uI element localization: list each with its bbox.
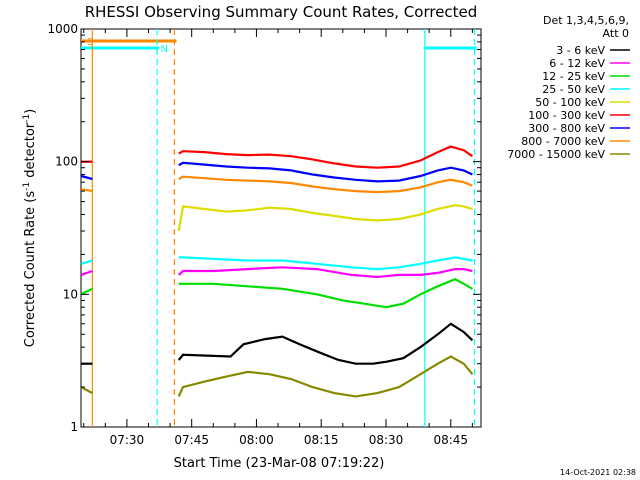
y-tick-label: 10	[63, 287, 78, 301]
series-line	[177, 204, 473, 232]
series-line	[178, 175, 473, 194]
legend-label: 100 - 300 keV	[528, 109, 605, 122]
series-line	[80, 259, 93, 265]
y-tick-label: 1000	[47, 22, 78, 36]
y-tick-label: 100	[55, 155, 78, 169]
x-tick-label: 07:30	[110, 433, 145, 447]
series-line	[178, 277, 473, 309]
series-line	[178, 145, 474, 169]
x-tick-label: 07:45	[174, 433, 209, 447]
legend-label: 7000 - 15000 keV	[507, 148, 605, 161]
legend-label: 6 - 12 keV	[549, 57, 605, 70]
y-axis-label: Corrected Count Rate (s-1 detector-1)	[22, 109, 38, 347]
y-axis-label-main: Corrected Count Rate (s	[23, 191, 38, 348]
legend-label: 25 - 50 keV	[542, 83, 605, 96]
legend-label: 3 - 6 keV	[556, 44, 605, 57]
series-line	[80, 188, 93, 193]
flag-bars: SN	[81, 37, 477, 55]
series-line	[177, 266, 473, 279]
legend-label: 12 - 25 keV	[542, 70, 605, 83]
series-lines	[80, 145, 474, 398]
y-axis-label-sup1: -1	[22, 182, 32, 191]
time-markers	[91, 29, 476, 427]
plot-frame	[80, 28, 482, 428]
series-line	[177, 322, 474, 365]
legend-label: 300 - 800 keV	[528, 122, 605, 135]
series-line	[178, 161, 473, 183]
y-axis-label-sup2: -1	[22, 114, 32, 123]
x-axis-ticks: 07:30 07:45 08:00 08:15 08:30 08:45	[83, 29, 473, 447]
x-axis-label: Start Time (23-Mar-08 07:19:22)	[174, 456, 385, 471]
series-line	[80, 386, 93, 395]
legend-header-1: Det 1,3,4,5,6,9,	[543, 14, 629, 27]
legend-label: 800 - 7000 keV	[521, 135, 605, 148]
y-tick-label: 1	[70, 420, 78, 434]
series-line	[178, 256, 473, 271]
legend-label: 50 - 100 keV	[535, 96, 605, 109]
y-axis-label-mid: detector	[23, 122, 38, 182]
y-axis-label-end: )	[23, 109, 38, 114]
series-line	[80, 174, 93, 181]
y-axis-ticks: 1 10 100 1000	[47, 22, 481, 434]
chart-title: RHESSI Observing Summary Count Rates, Co…	[85, 3, 478, 21]
x-tick-label: 08:00	[239, 433, 274, 447]
series-line	[80, 287, 93, 296]
series-line	[177, 355, 474, 398]
legend-header-2: Att 0	[603, 27, 629, 40]
x-tick-label: 08:45	[433, 433, 468, 447]
series-line	[80, 269, 93, 276]
flag-label: S	[87, 37, 93, 48]
footer-timestamp: 14-Oct-2021 02:38	[560, 468, 636, 477]
x-tick-label: 08:30	[369, 433, 404, 447]
x-tick-label: 08:15	[304, 433, 339, 447]
flag-label: N	[161, 44, 168, 55]
